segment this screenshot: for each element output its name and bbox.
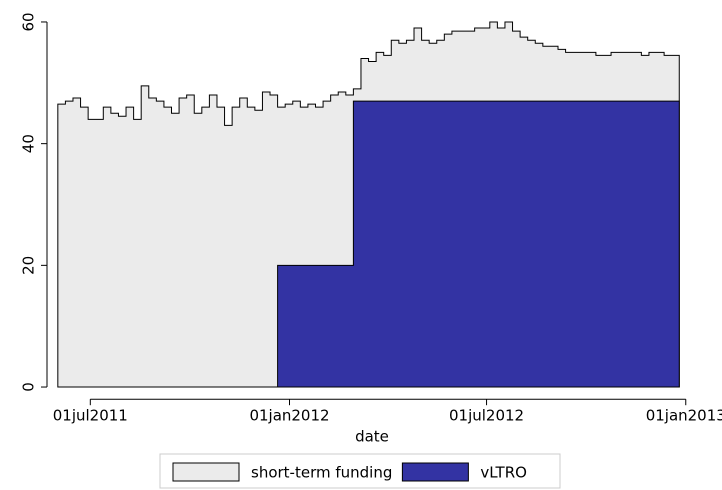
y-tick-label: 60 [20,12,38,31]
x-tick-label: 01jul2011 [53,407,128,425]
legend-swatch [401,462,469,482]
legend-label: vLTRO [480,464,527,482]
y-tick-label: 0 [20,382,38,392]
x-tick-label: 01jan2012 [249,407,329,425]
y-tick-label: 20 [20,256,38,275]
x-tick-label: 01jan2013 [646,407,722,425]
area [277,100,680,388]
legend-label: short-term funding [251,464,392,482]
x-tick-label: 01jul2012 [449,407,524,425]
y-tick-label: 40 [20,134,38,153]
legend-swatch [172,462,240,482]
x-axis-title: date [355,428,389,446]
